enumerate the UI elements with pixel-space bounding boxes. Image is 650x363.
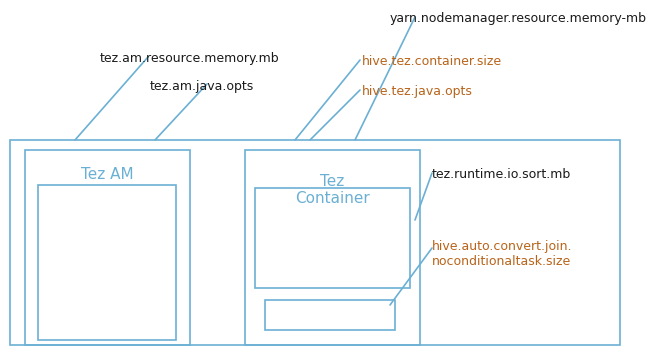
Text: hive.tez.java.opts: hive.tez.java.opts <box>362 85 473 98</box>
Bar <box>25 150 190 345</box>
Text: tez.am.java.opts: tez.am.java.opts <box>150 80 254 93</box>
Bar <box>265 300 395 330</box>
Text: yarn.nodemanager.resource.memory-mb: yarn.nodemanager.resource.memory-mb <box>390 12 647 25</box>
Text: tez.runtime.io.sort.mb: tez.runtime.io.sort.mb <box>432 168 571 181</box>
Bar <box>38 185 176 340</box>
Text: Tez AM: Tez AM <box>81 167 133 182</box>
Bar <box>255 188 410 288</box>
Text: hive.auto.convert.join.
noconditionaltask.size: hive.auto.convert.join. noconditionaltas… <box>432 240 573 268</box>
Bar <box>245 150 420 345</box>
Text: hive.tez.container.size: hive.tez.container.size <box>362 55 502 68</box>
Text: tez.am.resource.memory.mb: tez.am.resource.memory.mb <box>100 52 280 65</box>
Text: Tez
Container: Tez Container <box>294 174 369 207</box>
Bar <box>10 140 620 345</box>
